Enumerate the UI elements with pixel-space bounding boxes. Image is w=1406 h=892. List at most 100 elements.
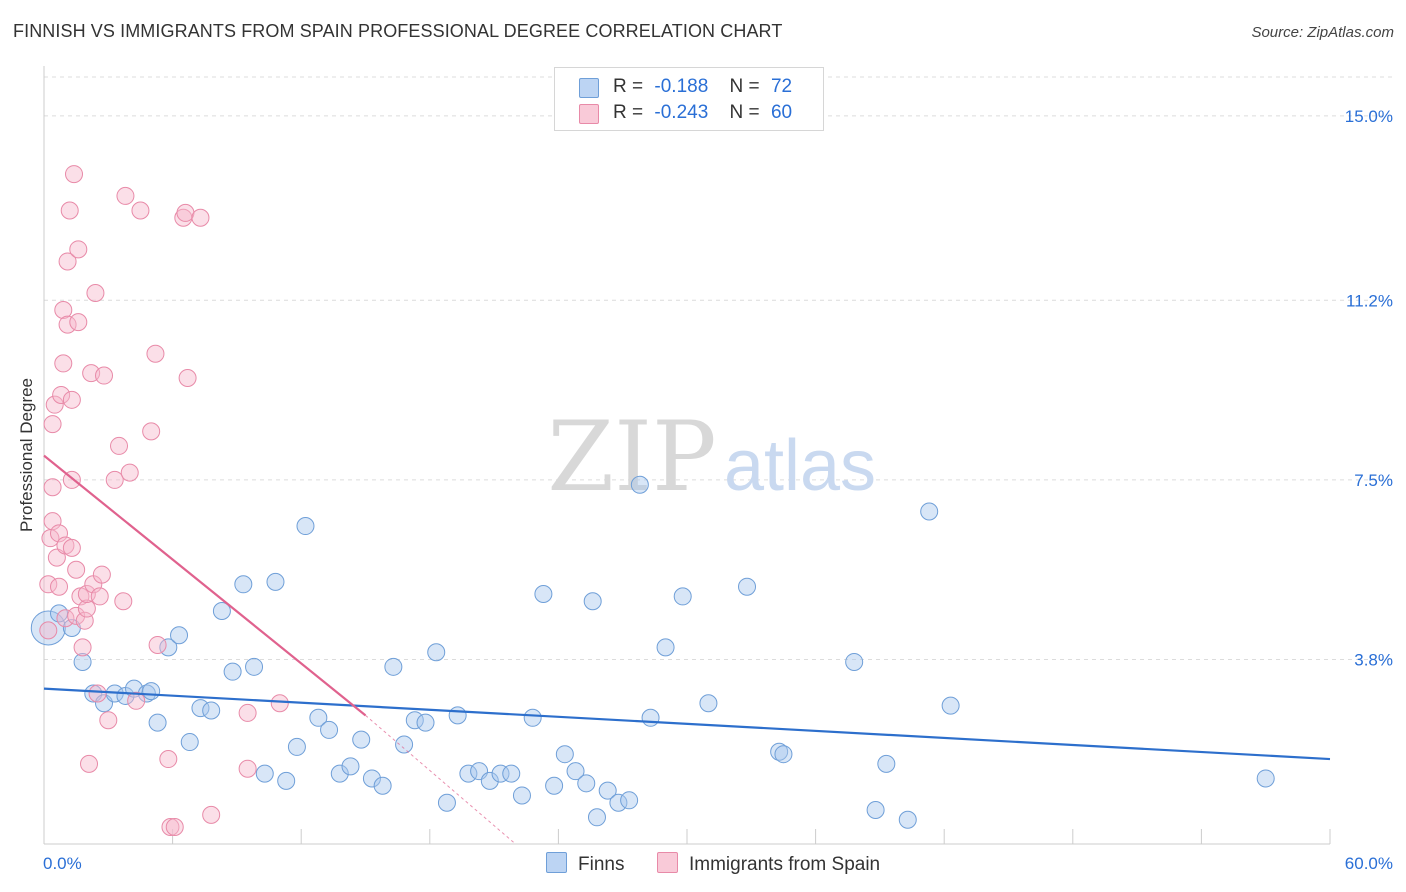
finns-swatch bbox=[579, 78, 599, 98]
spain-point bbox=[114, 592, 133, 611]
finns-point bbox=[598, 781, 617, 800]
finns-point bbox=[699, 694, 718, 713]
finns-point bbox=[448, 706, 467, 725]
finns-point bbox=[898, 810, 917, 829]
watermark-atlas: atlas bbox=[724, 426, 876, 506]
spain-point bbox=[176, 203, 195, 222]
spain-point bbox=[69, 240, 88, 259]
legend-item-finns: Finns bbox=[546, 852, 624, 876]
spain-point bbox=[110, 436, 129, 455]
finns-point bbox=[320, 720, 339, 739]
spain-point bbox=[77, 599, 96, 618]
y-tick-label: 7.5% bbox=[1354, 471, 1393, 490]
finns-point bbox=[523, 708, 542, 727]
axes bbox=[43, 66, 1331, 845]
finns-point bbox=[555, 745, 574, 764]
finns-point bbox=[1256, 769, 1275, 788]
spain-point bbox=[43, 415, 62, 434]
spain-point bbox=[67, 560, 86, 579]
spain-point bbox=[62, 538, 81, 557]
spain-point bbox=[146, 344, 165, 363]
finns-point bbox=[877, 754, 896, 773]
x-tick-label: 0.0% bbox=[43, 854, 82, 873]
legend-finns-swatch bbox=[546, 852, 567, 873]
chart-title: FINNISH VS IMMIGRANTS FROM SPAIN PROFESS… bbox=[13, 21, 783, 41]
finns-r-value: -0.188 bbox=[654, 76, 709, 97]
spain-n-value: 60 bbox=[770, 102, 793, 123]
spain-point bbox=[69, 313, 88, 332]
y-tick-label: 3.8% bbox=[1354, 651, 1393, 670]
finns-point bbox=[583, 592, 602, 611]
spain-point bbox=[202, 805, 221, 824]
spain-point bbox=[165, 818, 184, 837]
finns-point bbox=[405, 711, 424, 730]
spain-point bbox=[65, 165, 84, 184]
finns-point bbox=[656, 638, 675, 657]
legend-finns-label: Finns bbox=[578, 854, 625, 875]
finns-n-label: N = bbox=[729, 76, 760, 97]
spain-point bbox=[92, 565, 111, 584]
finns-point bbox=[459, 764, 478, 783]
y-tick-label: 15.0% bbox=[1345, 107, 1393, 126]
spain-point bbox=[56, 609, 75, 628]
spain-point bbox=[54, 301, 73, 320]
finns-point bbox=[142, 682, 161, 701]
spain-trendline bbox=[43, 454, 367, 717]
spain-point bbox=[43, 478, 62, 497]
finns-point bbox=[774, 745, 793, 764]
finns-trendline bbox=[43, 687, 1331, 761]
spain-point bbox=[191, 208, 210, 227]
gridlines bbox=[44, 76, 1392, 661]
spain-point bbox=[238, 759, 257, 778]
spain-point bbox=[142, 422, 161, 441]
spain-point bbox=[178, 368, 197, 387]
finns-point bbox=[620, 791, 639, 810]
spain-point bbox=[131, 201, 150, 220]
spain-point bbox=[116, 186, 135, 205]
finns-point bbox=[641, 708, 660, 727]
finns-point bbox=[427, 643, 446, 662]
finns-point bbox=[566, 762, 585, 781]
legend-spain-label: Immigrants from Spain bbox=[689, 854, 881, 875]
spain-trendline-extension bbox=[365, 714, 516, 845]
spain-point bbox=[238, 703, 257, 722]
finns-point bbox=[866, 801, 885, 820]
spain-point bbox=[99, 711, 118, 730]
finns-point bbox=[545, 776, 564, 795]
spain-point bbox=[62, 390, 81, 409]
finns-point bbox=[180, 733, 199, 752]
tick-labels: 3.8% 7.5% 11.2% 15.0% 0.0% 60.0% bbox=[43, 107, 1393, 873]
finns-point bbox=[73, 652, 92, 671]
finns-point bbox=[491, 764, 510, 783]
spain-point bbox=[67, 606, 86, 625]
spain-r-value: -0.243 bbox=[654, 102, 709, 123]
finns-point bbox=[309, 708, 328, 727]
finns-point bbox=[296, 517, 315, 536]
y-tick-label: 11.2% bbox=[1346, 291, 1393, 310]
finns-point bbox=[330, 764, 349, 783]
spain-swatch bbox=[579, 104, 599, 124]
spain-point bbox=[45, 395, 64, 414]
finns-point bbox=[512, 786, 531, 805]
spain-point bbox=[50, 577, 69, 596]
finns-point bbox=[245, 657, 264, 676]
finns-point bbox=[534, 584, 553, 603]
spain-point bbox=[159, 750, 178, 769]
stats-box: R = -0.188 N = 72 R = -0.243 N = 60 bbox=[554, 67, 824, 131]
spain-n-label: N = bbox=[729, 102, 760, 123]
finns-point bbox=[234, 575, 253, 594]
finns-point bbox=[223, 662, 242, 681]
spain-point bbox=[270, 694, 289, 713]
x-tick-label: 60.0% bbox=[1345, 854, 1393, 873]
finns-point bbox=[373, 776, 392, 795]
data-points bbox=[30, 165, 1275, 837]
finns-point bbox=[587, 808, 606, 827]
finns-point bbox=[341, 757, 360, 776]
finns-point bbox=[212, 601, 231, 620]
watermark: ZIP atlas bbox=[547, 401, 876, 513]
legend-spain-swatch bbox=[657, 852, 678, 873]
spain-point bbox=[86, 284, 105, 303]
spain-point bbox=[161, 818, 180, 837]
finns-point bbox=[437, 793, 456, 812]
finns-point bbox=[266, 572, 285, 591]
